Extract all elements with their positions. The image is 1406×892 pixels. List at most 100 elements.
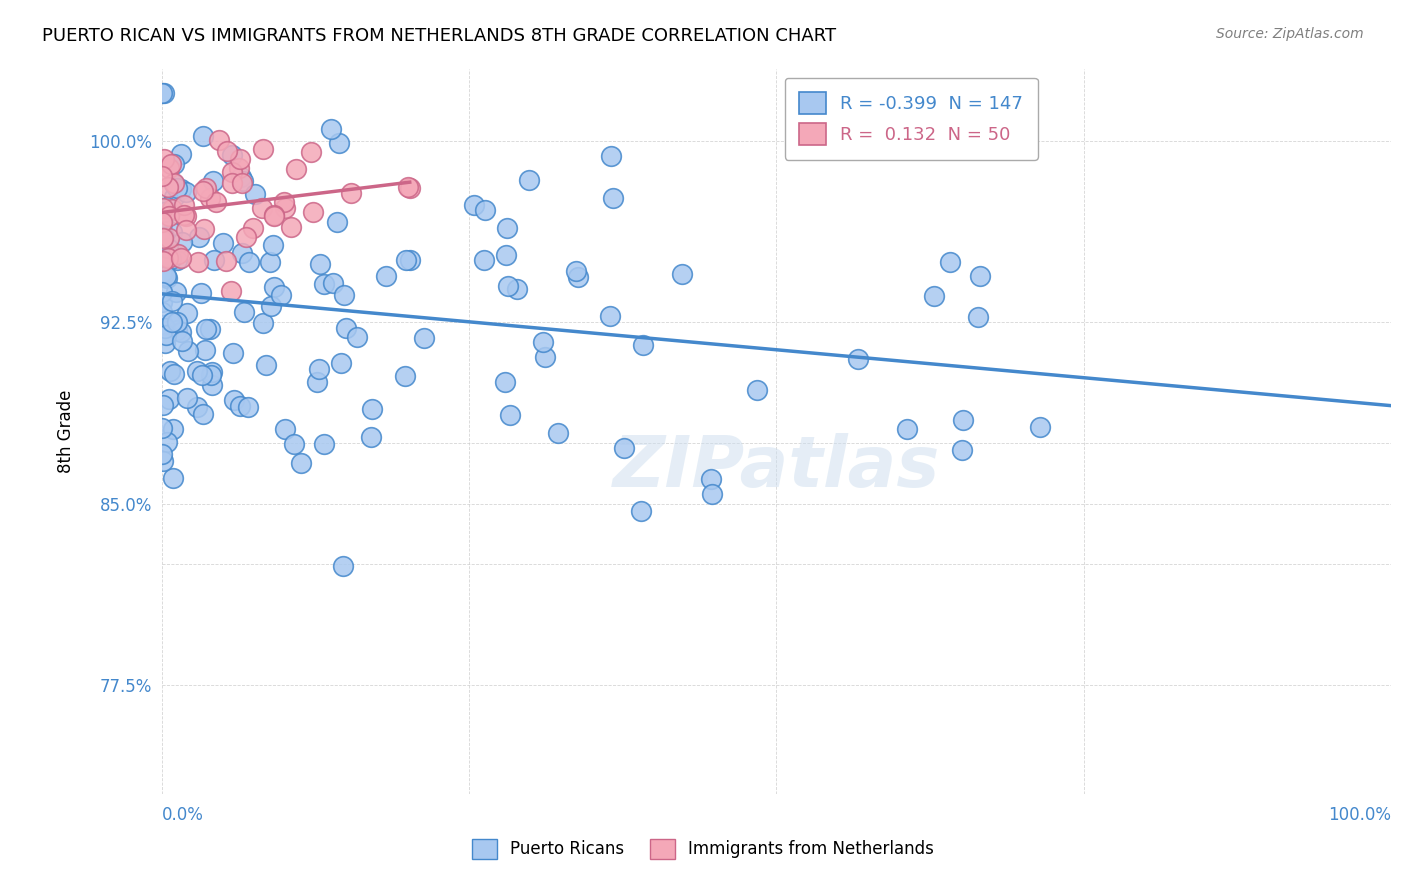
Point: [195, 181, 218, 195]
Point: [157, 161, 180, 175]
Point: [156, 200, 179, 214]
Point: [166, 247, 188, 261]
Point: [152, 398, 174, 412]
Point: [308, 361, 330, 376]
Point: [274, 201, 297, 215]
Point: [202, 252, 225, 267]
Point: [152, 246, 174, 260]
Point: [600, 149, 623, 163]
Point: [186, 364, 208, 378]
Point: [193, 184, 215, 198]
Point: [235, 229, 257, 244]
Point: [153, 233, 176, 247]
Point: [160, 314, 183, 328]
Point: [177, 344, 200, 359]
Point: [157, 231, 180, 245]
Point: [506, 283, 529, 297]
Point: [321, 121, 343, 136]
Point: [163, 367, 186, 381]
Point: [896, 422, 918, 436]
Point: [160, 225, 183, 239]
Point: [263, 209, 285, 223]
Point: [153, 229, 176, 244]
Point: [232, 174, 254, 188]
Point: [191, 129, 214, 144]
Point: [173, 208, 195, 222]
Point: [150, 221, 173, 235]
Point: [259, 299, 281, 313]
Point: [190, 286, 212, 301]
Point: [152, 231, 174, 245]
Point: [398, 181, 420, 195]
Point: [307, 375, 329, 389]
Point: [174, 209, 197, 223]
Point: [221, 148, 243, 162]
Point: [155, 269, 177, 284]
Point: [153, 152, 176, 166]
Point: [152, 205, 174, 219]
Point: [599, 310, 621, 324]
Point: [152, 201, 174, 215]
Point: [322, 277, 344, 291]
Point: [173, 198, 195, 212]
Point: [924, 289, 946, 303]
Point: [567, 269, 589, 284]
Point: [201, 365, 224, 379]
Point: [150, 214, 173, 228]
Point: [191, 407, 214, 421]
Point: [238, 400, 260, 414]
Point: [613, 441, 636, 455]
Legend: R = -0.399  N = 147, R =  0.132  N = 50: R = -0.399 N = 147, R = 0.132 N = 50: [785, 78, 1038, 160]
Point: [201, 377, 224, 392]
Point: [160, 252, 183, 266]
Point: [186, 400, 208, 414]
Point: [702, 487, 724, 501]
Point: [215, 253, 238, 268]
Point: [290, 456, 312, 470]
Point: [339, 186, 361, 201]
Point: [631, 338, 654, 352]
Point: [152, 318, 174, 333]
Point: [212, 235, 235, 250]
Point: [198, 322, 221, 336]
Point: [153, 86, 176, 100]
Point: [160, 202, 183, 216]
Point: [229, 169, 252, 184]
Point: [335, 320, 357, 334]
Point: [259, 255, 281, 269]
Point: [375, 269, 398, 284]
Point: [547, 426, 569, 441]
Text: 100.0%: 100.0%: [1329, 806, 1391, 824]
Text: Source: ZipAtlas.com: Source: ZipAtlas.com: [1216, 27, 1364, 41]
Point: [326, 215, 349, 229]
Point: [263, 237, 285, 252]
Point: [162, 422, 184, 436]
Point: [155, 328, 177, 343]
Point: [950, 442, 973, 457]
Point: [170, 325, 193, 339]
Point: [150, 295, 173, 310]
Point: [328, 136, 350, 150]
Y-axis label: 8th Grade: 8th Grade: [58, 390, 75, 473]
Point: [333, 288, 356, 302]
Point: [846, 351, 869, 366]
Point: [170, 334, 193, 348]
Point: [747, 384, 769, 398]
Point: [700, 472, 723, 486]
Point: [170, 251, 193, 265]
Point: [150, 305, 173, 319]
Point: [346, 330, 368, 344]
Point: [474, 202, 496, 217]
Point: [170, 235, 193, 250]
Point: [150, 447, 173, 461]
Point: [194, 343, 217, 358]
Point: [396, 180, 419, 194]
Point: [967, 310, 990, 324]
Point: [496, 221, 519, 235]
Point: [157, 209, 180, 223]
Point: [150, 285, 173, 300]
Point: [412, 331, 434, 345]
Point: [332, 558, 354, 573]
Point: [153, 321, 176, 335]
Point: [394, 368, 416, 383]
